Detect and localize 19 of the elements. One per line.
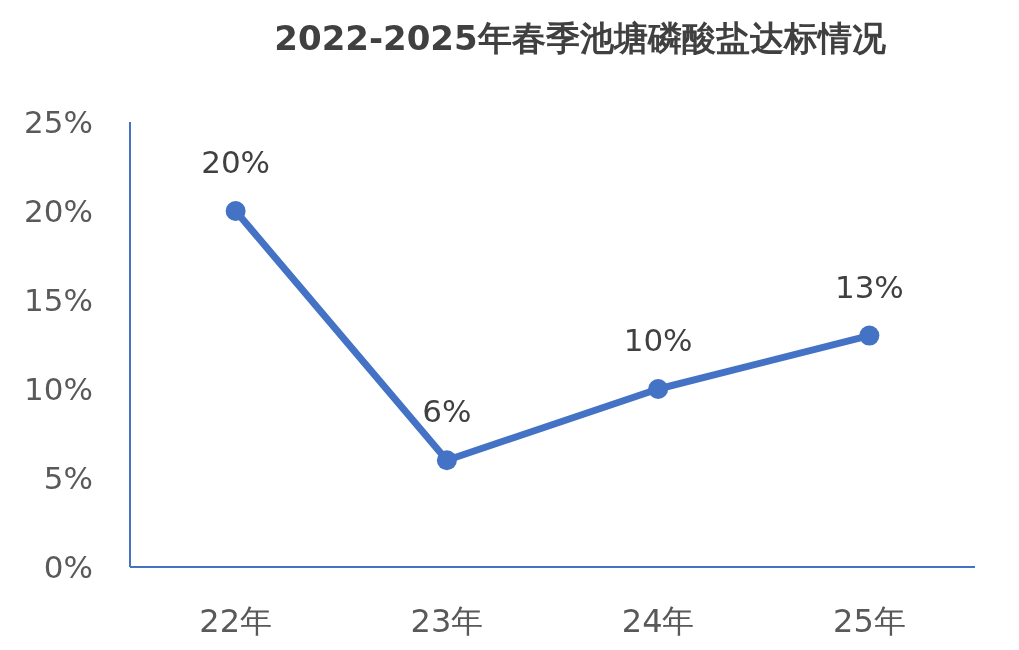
- text: 10%: [623, 322, 693, 358]
- point: [436, 450, 457, 471]
- text: 13%: [834, 268, 904, 305]
- point: [225, 201, 246, 221]
- x-tick-label: 24年: [621, 602, 695, 640]
- text: 20%: [201, 144, 271, 180]
- y-tick-label: 10%: [24, 371, 93, 407]
- x-tick-label: 25年: [833, 602, 906, 640]
- x-tick-label: 22年: [199, 602, 272, 640]
- y-tick-label: 15%: [24, 282, 93, 318]
- y-tick-label: 20%: [24, 193, 93, 229]
- x-tick-label: 23年: [410, 602, 484, 640]
- y-tick-label: 5%: [43, 460, 93, 496]
- y-tick-label: 0%: [43, 549, 93, 585]
- chart-title: 2022-2025年春季池塘磷酸盐达标情况: [274, 18, 887, 58]
- point: [859, 325, 880, 346]
- y-tick-label: 25%: [24, 104, 93, 140]
- text: 6%: [422, 393, 472, 430]
- point: [648, 379, 669, 399]
